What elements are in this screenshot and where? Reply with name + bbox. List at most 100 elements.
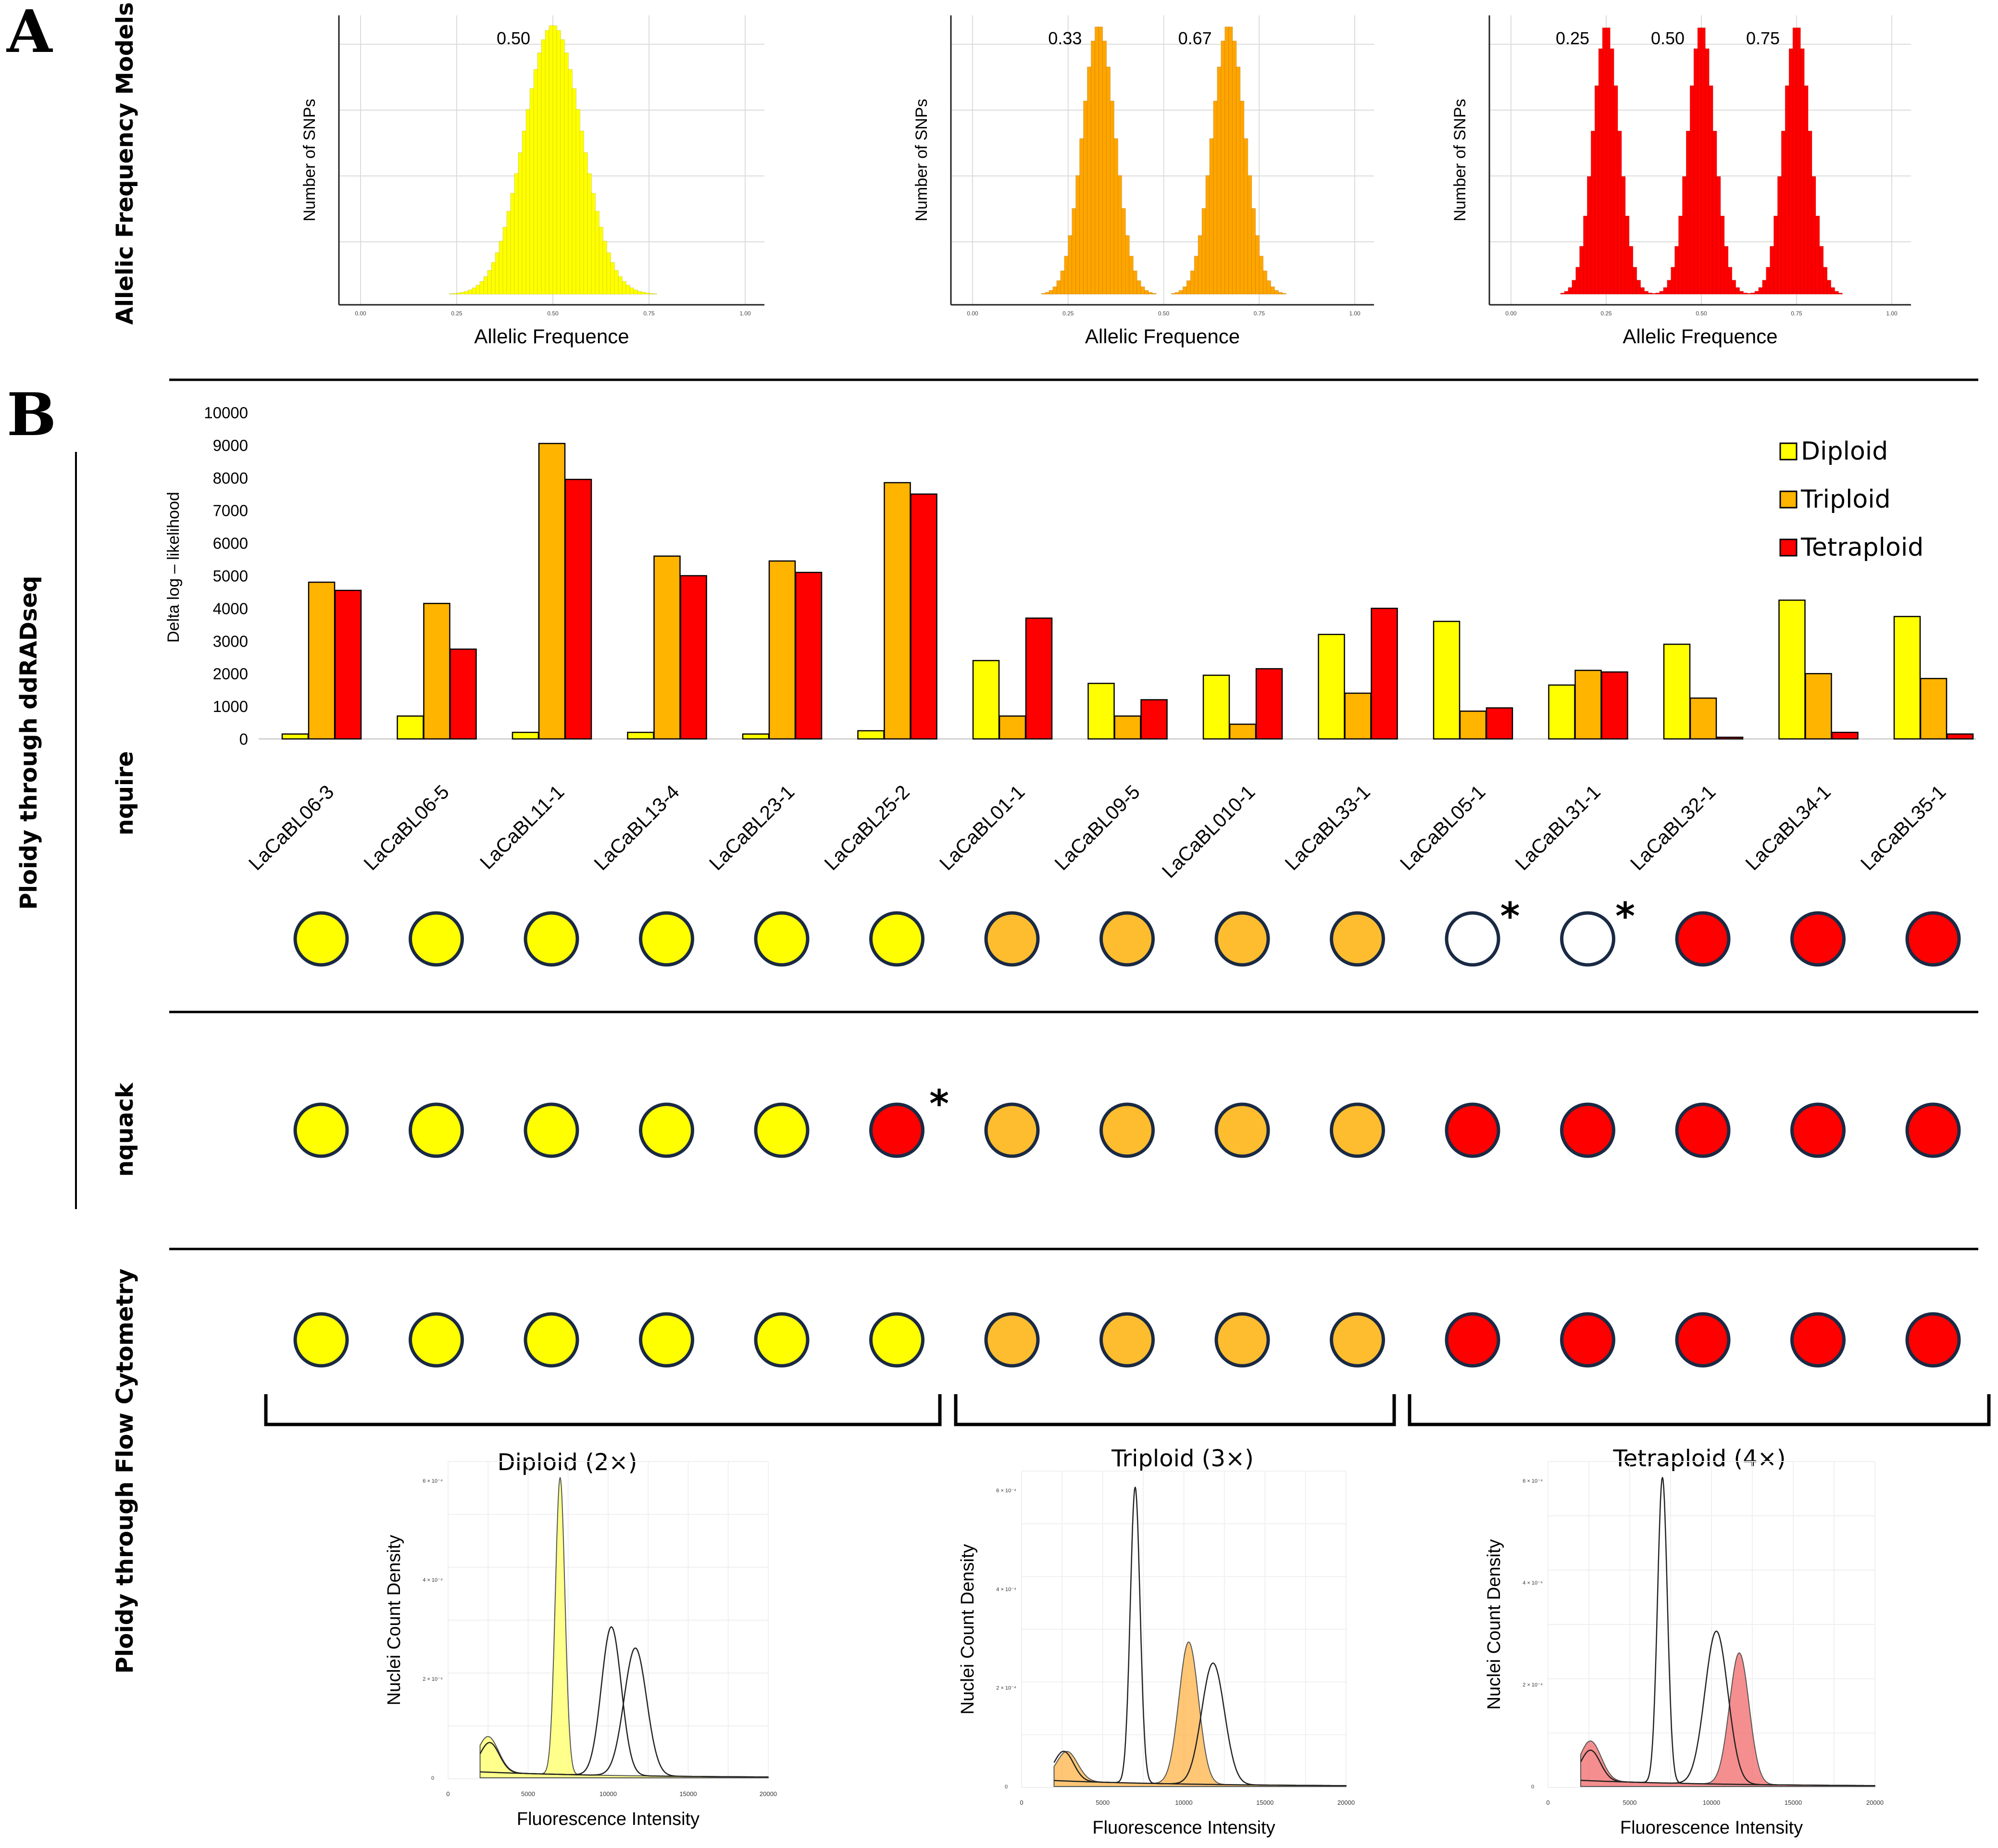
bar-diploid (281, 733, 309, 740)
flow-filled-density (1580, 1652, 1875, 1787)
af-bar (1838, 293, 1843, 295)
row-title-nquire: nquire (112, 751, 138, 835)
delta-loglik-bar-chart: 0 1000 2000 3000 4000 5000 6000 7000 8000 9000 100… (164, 404, 1976, 882)
af-bar (1052, 286, 1057, 295)
group-brackets (264, 1394, 1991, 1426)
af-y-label: Number of SNPs (912, 99, 931, 221)
af-bar (1221, 40, 1225, 295)
legend-swatch-diploid (1779, 442, 1798, 461)
bar-diploid (1433, 621, 1461, 740)
flow-y-tick: 6 × 10⁻⁴ (996, 1488, 1016, 1494)
af-bar (641, 292, 646, 295)
bar-tetraploid (1255, 668, 1283, 740)
af-x-tick: 0.50 (547, 310, 559, 317)
af-x-tick: 1.00 (739, 310, 751, 317)
af-bar (1205, 175, 1210, 295)
ploidy-dot (1214, 911, 1270, 967)
mismatch-asterisk: * (1615, 895, 1635, 938)
af-bar (1724, 246, 1729, 295)
af-bar (1701, 27, 1706, 295)
bar-category-label: LaCaBL25-2 (820, 781, 914, 874)
flow-x-label: Fluorescence Intensity (1620, 1818, 1803, 1838)
af-bar (583, 152, 588, 295)
af-bar (1255, 235, 1260, 295)
ploidy-dot (409, 1312, 464, 1368)
bar-tetraploid (1831, 732, 1859, 740)
ploidy-dot (754, 911, 810, 967)
ploidy-dot (639, 911, 694, 967)
af-bar (525, 109, 530, 295)
af-peak-label: 0.50 (1651, 28, 1685, 48)
af-x-tick: 0.75 (1791, 310, 1802, 317)
bar-y-tick: 5000 (213, 567, 248, 585)
af-bar (1709, 85, 1713, 295)
flow-x-tick: 15000 (1256, 1799, 1274, 1806)
af-bar (1770, 246, 1774, 295)
af-bar (475, 285, 480, 295)
flow-y-tick: 4 × 10⁻⁴ (996, 1586, 1016, 1592)
af-x-label: Allelic Frequence (1623, 325, 1777, 348)
af-bar (1712, 130, 1717, 295)
af-bar (549, 25, 553, 295)
bracket-tetraploid (1408, 1394, 1991, 1426)
af-bar (1758, 287, 1763, 295)
bar-category-label: LaCaBL34-1 (1741, 781, 1835, 874)
ploidy-dot (869, 911, 924, 967)
af-bar (1629, 246, 1634, 295)
af-bar (1125, 235, 1130, 295)
af-bar (1808, 130, 1812, 295)
allelic-frequency-charts: 0.50 0.00 0.25 0.50 0.75 1.00 Allelic Frequenc… (300, 15, 1911, 348)
af-bar (1689, 85, 1694, 295)
af-bar (1788, 48, 1793, 295)
ploidy-dot (524, 1312, 579, 1368)
af-bar (1633, 267, 1637, 295)
af-bar (1735, 287, 1740, 295)
af-bar (1041, 293, 1046, 295)
af-bar (1777, 176, 1782, 295)
bar-tetraploid (1371, 608, 1398, 740)
af-bar (556, 30, 561, 295)
flow-x-label: Fluorescence Intensity (517, 1809, 699, 1829)
af-bar (1087, 66, 1092, 295)
bar-triploid (308, 581, 336, 740)
af-bar (1094, 26, 1099, 295)
af-bar (460, 292, 465, 295)
af-y-label: Number of SNPs (1451, 99, 1469, 221)
af-bar (595, 211, 599, 295)
af-bar (487, 270, 492, 295)
bar-tetraploid (564, 478, 592, 740)
bar-category-label: LaCaBL32-1 (1626, 781, 1720, 874)
af-bar (1098, 26, 1103, 295)
af-bar (1075, 175, 1080, 295)
af-bar (1579, 246, 1584, 295)
bar-tetraploid (1486, 707, 1513, 740)
af-bar (1575, 267, 1580, 295)
ploidy-dot (1675, 911, 1731, 967)
ploidy-dot (1099, 911, 1155, 967)
af-peak-label: 0.25 (1556, 28, 1589, 48)
af-bar (1198, 235, 1202, 295)
af-x-tick: 0.25 (1600, 310, 1612, 317)
flow-y-tick: 2 × 10⁻⁴ (996, 1686, 1016, 1691)
af-bar (1102, 40, 1107, 295)
ploidy-dot (1905, 911, 1961, 967)
af-bar (472, 287, 476, 295)
af-bars (1041, 26, 1286, 295)
af-bar (1247, 175, 1252, 295)
af-bar (587, 173, 592, 295)
af-bar (1045, 292, 1049, 295)
ploidy-dot (409, 1102, 464, 1158)
flow-x-tick: 5000 (521, 1790, 535, 1798)
af-bar (629, 287, 634, 295)
bar-triploid (1344, 692, 1372, 740)
af-bar (1739, 291, 1744, 295)
af-bar (495, 252, 500, 295)
ploidy-dot (1445, 911, 1500, 967)
mismatch-asterisk: * (1500, 895, 1520, 938)
flow-x-tick: 5000 (1096, 1799, 1110, 1806)
af-bar (483, 276, 488, 295)
af-bar (1720, 215, 1725, 295)
ploidy-dot (984, 911, 1040, 967)
af-peak-label: 0.33 (1048, 28, 1082, 48)
